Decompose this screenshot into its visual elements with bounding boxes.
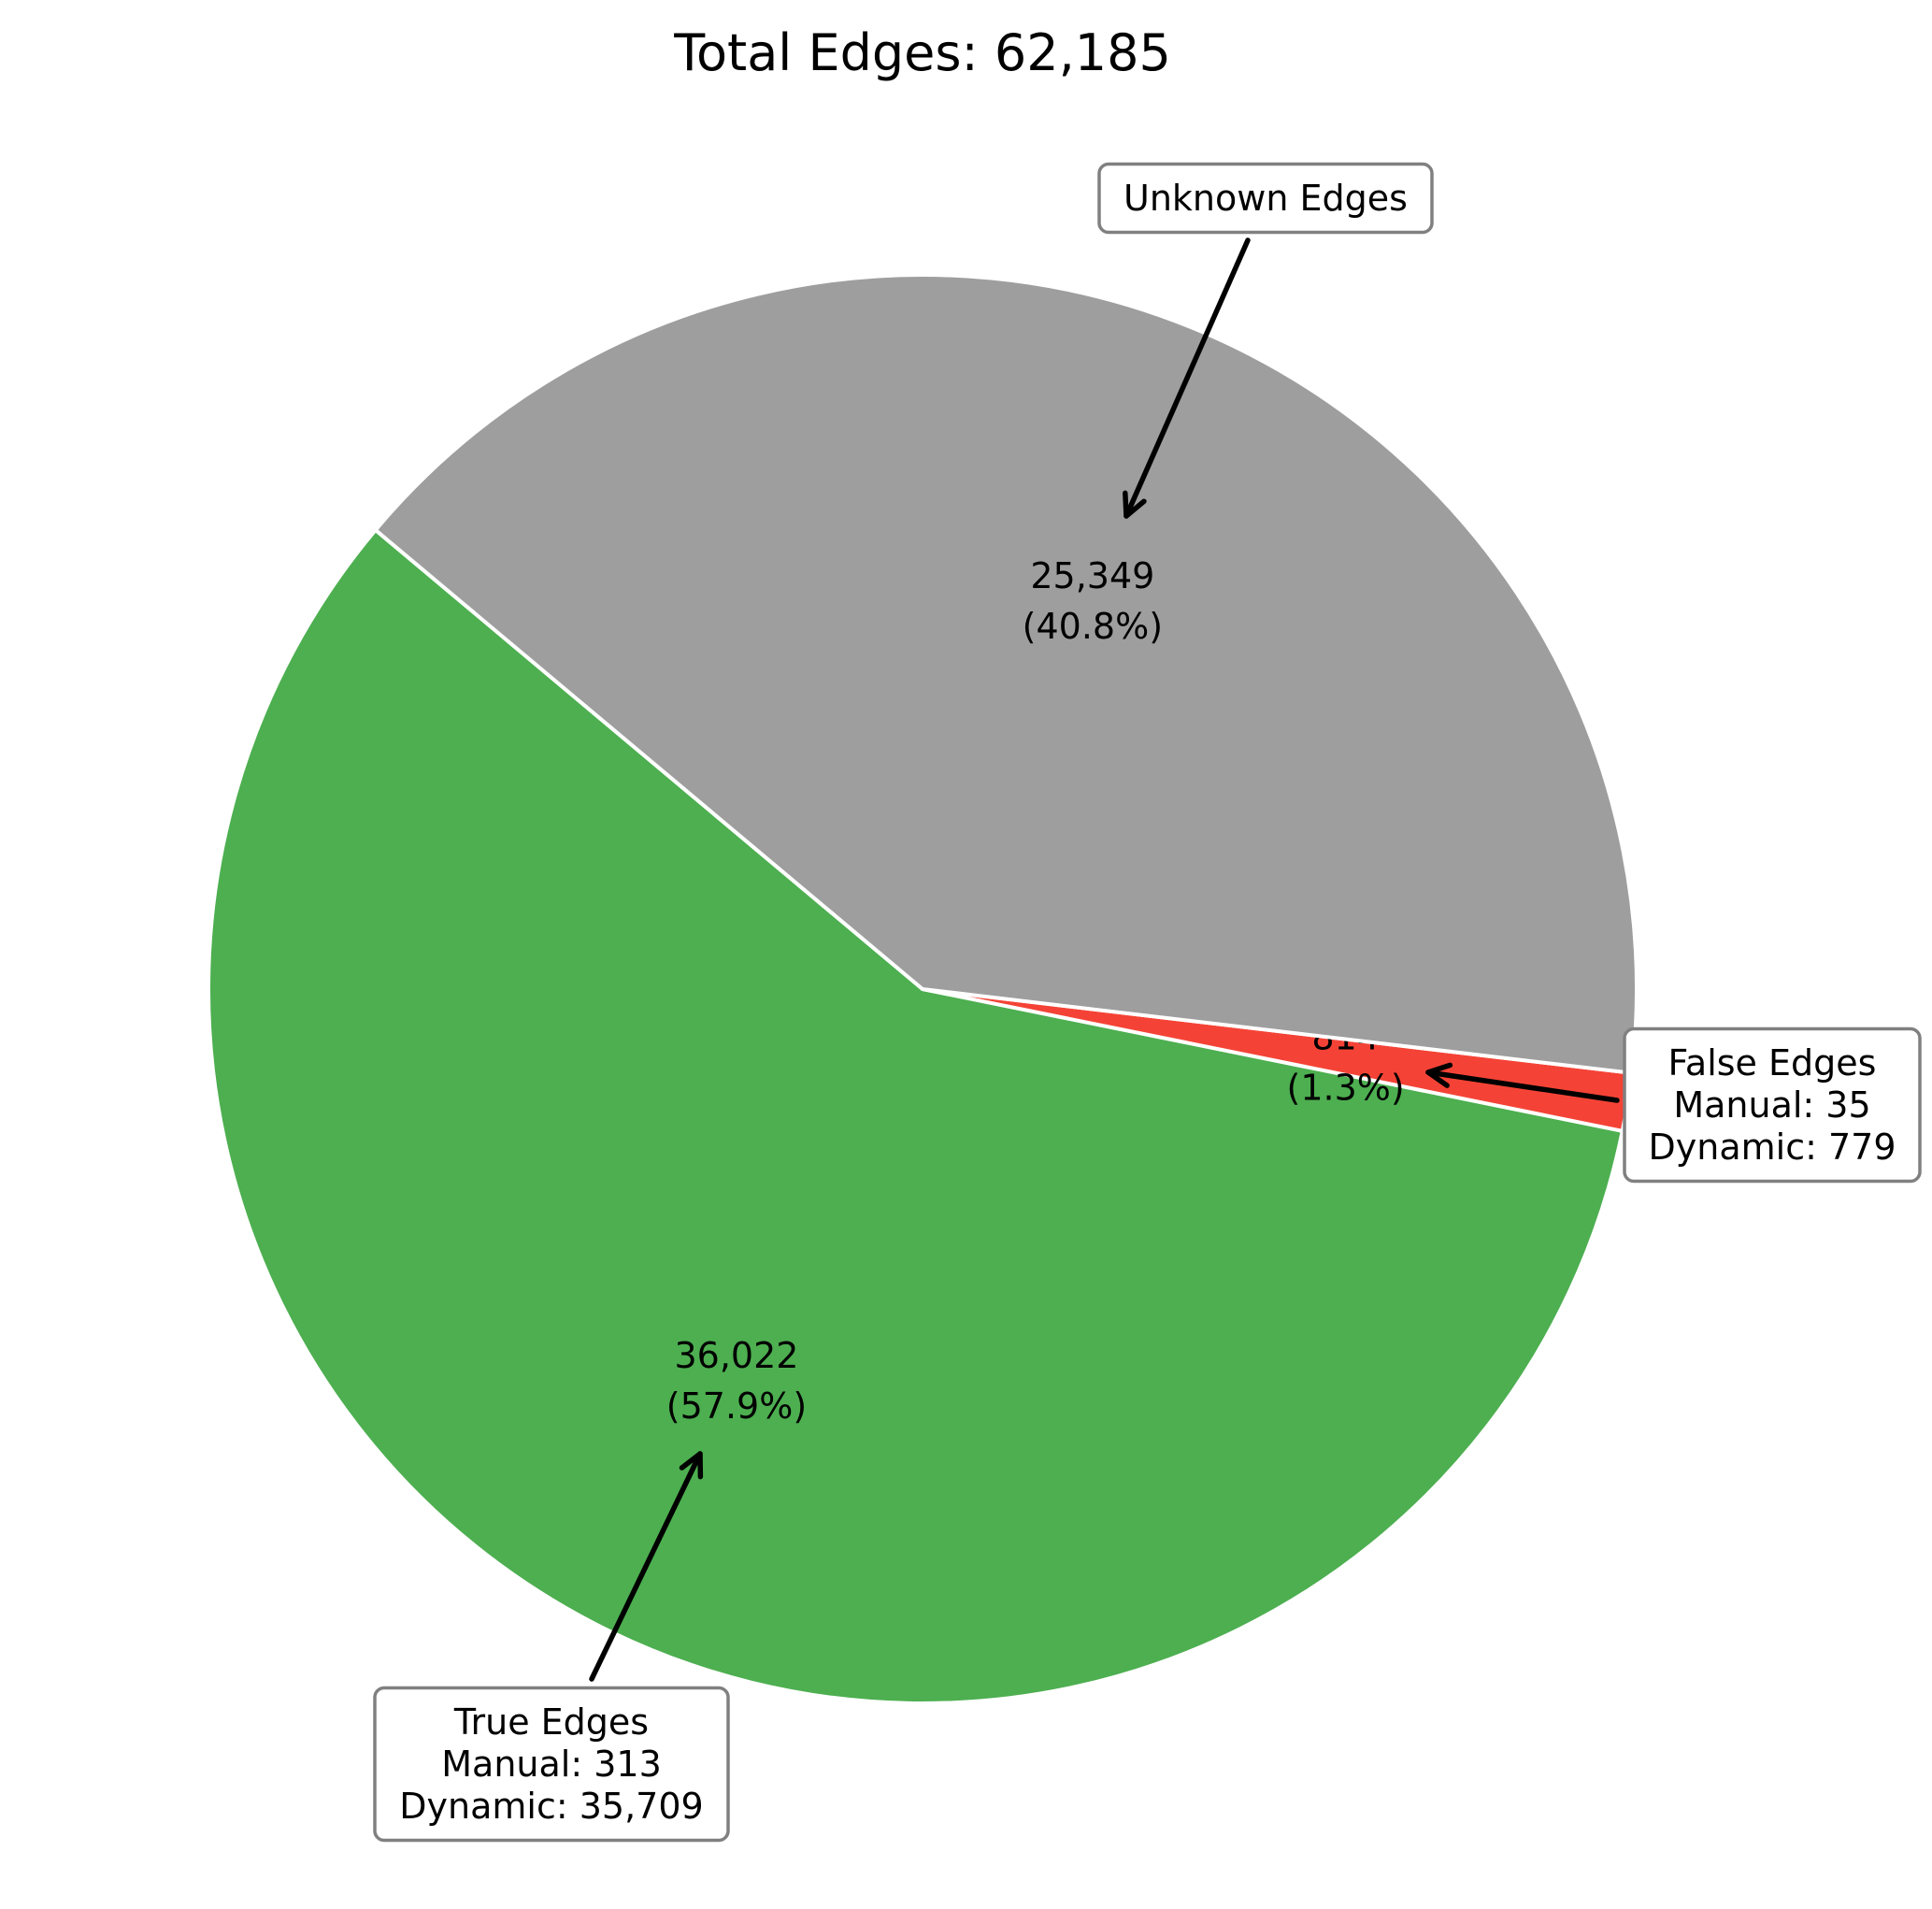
chart-title: Total Edges: 62,185 — [673, 23, 1171, 82]
annotation-arrow — [1123, 237, 1251, 519]
slice-percent-label: (40.8%) — [1023, 606, 1163, 647]
annotation-arrow — [1425, 1069, 1620, 1103]
annotation-arrow — [589, 1451, 703, 1682]
annotation-text: False Edges — [1668, 1042, 1877, 1084]
annotation-text: Dynamic: 35,709 — [399, 1786, 703, 1827]
slice-percent-label: (57.9%) — [666, 1385, 807, 1427]
annotation-arrowhead — [1425, 1062, 1453, 1088]
annotation-text: Unknown Edges — [1123, 178, 1408, 219]
annotation-arrowhead — [679, 1451, 704, 1480]
annotation-arrowhead — [1123, 490, 1147, 519]
annotation-text: Manual: 313 — [441, 1744, 662, 1785]
annotation-box — [1623, 1026, 1922, 1184]
annotation-text: True Edges — [453, 1701, 649, 1743]
slice-value-label: 25,349 — [1030, 555, 1154, 596]
annotation-box — [373, 1686, 730, 1843]
annotation-text: Dynamic: 779 — [1649, 1127, 1896, 1168]
slice-value-label: 36,022 — [675, 1335, 799, 1376]
pie-slices: 36,022(57.9%)814(1.3%)25,349(40.8%) — [207, 273, 1639, 1705]
annotation-text: Manual: 35 — [1673, 1084, 1870, 1126]
slice-percent-label: (1.3%) — [1287, 1068, 1405, 1109]
annotation-unknown-edges: Unknown Edges — [1097, 162, 1434, 519]
annotation-box — [1097, 162, 1434, 235]
